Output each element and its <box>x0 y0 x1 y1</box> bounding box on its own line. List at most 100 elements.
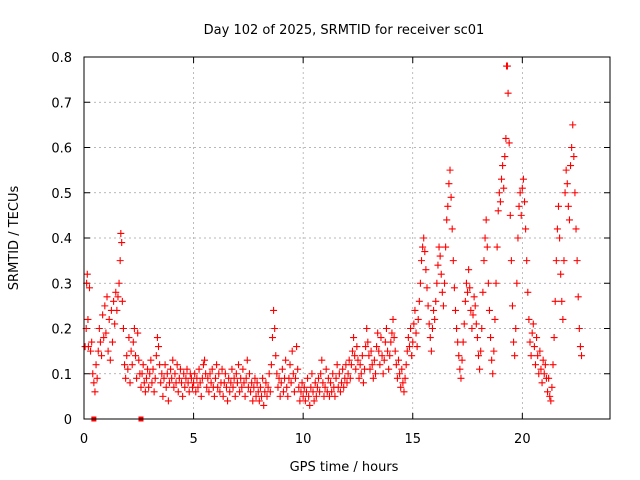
data-point <box>512 325 520 332</box>
data-point <box>397 383 405 391</box>
data-point <box>410 320 418 328</box>
data-point <box>152 352 160 360</box>
data-point <box>549 361 557 369</box>
y-tick-label: 0.5 <box>51 187 72 202</box>
data-point <box>431 315 439 323</box>
data-point <box>403 347 411 355</box>
data-point <box>464 288 472 296</box>
data-point <box>560 257 568 265</box>
data-point <box>409 338 417 346</box>
data-point <box>207 379 215 387</box>
chart-title: Day 102 of 2025, SRMTID for receiver sc0… <box>204 23 485 38</box>
data-point <box>319 379 327 387</box>
data-point <box>521 198 529 206</box>
data-point <box>374 329 382 337</box>
data-point <box>345 356 353 364</box>
data-point <box>469 311 477 319</box>
data-point <box>484 279 492 287</box>
data-point <box>277 379 285 387</box>
data-point <box>511 352 519 360</box>
data-point <box>565 216 573 224</box>
x-tick-label: 15 <box>404 432 421 447</box>
plot-frame <box>83 56 611 420</box>
data-point <box>253 379 261 387</box>
data-point <box>313 383 321 391</box>
data-point <box>129 338 137 346</box>
data-point <box>479 288 487 296</box>
data-point <box>247 388 255 396</box>
data-point <box>534 352 542 360</box>
data-point <box>324 374 332 382</box>
data-point <box>371 370 379 378</box>
data-point <box>271 325 279 332</box>
data-point <box>250 383 258 391</box>
data-point <box>256 383 264 391</box>
data-point <box>365 352 373 360</box>
data-point <box>98 352 106 360</box>
data-point <box>362 343 370 351</box>
data-point <box>401 374 409 382</box>
data-point <box>423 284 431 292</box>
data-point <box>102 329 110 337</box>
data-point <box>380 356 388 364</box>
data-point <box>95 325 103 332</box>
data-point <box>573 257 581 265</box>
data-point <box>395 356 403 364</box>
data-point <box>298 379 306 387</box>
data-point <box>340 383 348 391</box>
data-point <box>392 361 400 369</box>
data-point <box>467 306 475 314</box>
data-point <box>167 365 175 373</box>
data-point <box>536 347 544 355</box>
data-point <box>147 356 155 364</box>
data-point <box>142 374 150 382</box>
data-point <box>233 379 241 387</box>
data-point <box>93 374 101 382</box>
data-point <box>85 284 93 292</box>
data-point <box>568 144 576 151</box>
data-point <box>355 374 363 382</box>
data-point <box>533 334 541 342</box>
data-point <box>385 365 393 373</box>
data-point <box>103 293 111 301</box>
data-point <box>556 234 564 242</box>
data-point <box>398 365 406 373</box>
data-point <box>473 334 481 342</box>
y-tick-label: 0 <box>64 413 72 428</box>
data-point <box>163 370 171 378</box>
data-point <box>458 356 466 364</box>
data-point <box>350 334 358 342</box>
data-point <box>134 329 142 337</box>
data-point <box>181 383 189 391</box>
data-point <box>243 356 251 364</box>
data-point <box>265 370 273 378</box>
data-point <box>393 374 401 382</box>
data-point <box>407 325 415 332</box>
data-point <box>472 320 480 328</box>
data-point <box>137 383 145 391</box>
data-point <box>373 343 381 351</box>
data-point <box>445 180 453 188</box>
data-point <box>125 334 133 342</box>
data-point <box>370 356 378 364</box>
data-point <box>89 370 97 378</box>
data-point <box>453 325 461 332</box>
data-point <box>227 379 235 387</box>
data-point <box>517 211 525 219</box>
data-point <box>564 202 572 210</box>
data-point <box>510 338 518 346</box>
data-point <box>356 361 364 369</box>
data-point <box>310 397 318 405</box>
data-point <box>550 334 558 342</box>
data-point <box>435 243 443 251</box>
data-point <box>547 397 555 405</box>
y-tick-labels: 0 0.1 0.2 0.3 0.4 0.5 0.6 0.7 0.8 <box>51 51 72 428</box>
data-point <box>119 325 127 332</box>
data-point <box>329 370 337 378</box>
data-point <box>428 325 436 332</box>
data-point <box>127 347 135 355</box>
data-point <box>307 383 315 391</box>
data-point <box>515 202 523 210</box>
data-point <box>312 392 320 400</box>
data-point <box>436 252 444 260</box>
